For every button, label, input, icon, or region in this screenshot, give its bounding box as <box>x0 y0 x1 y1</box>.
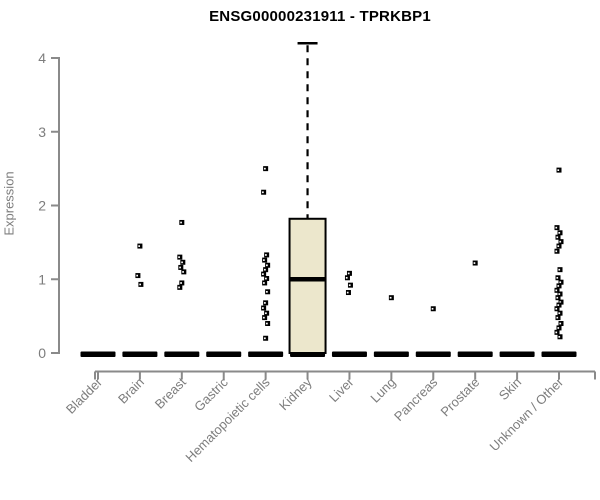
y-tick-label: 1 <box>38 271 46 287</box>
data-point-center <box>262 307 264 309</box>
data-point-center <box>264 268 266 271</box>
x-tick-label-bladder: Bladder <box>63 374 106 417</box>
zero-points-bar <box>373 351 409 357</box>
data-point-center <box>182 271 184 273</box>
data-point-center <box>558 231 561 234</box>
data-point-center <box>389 296 392 299</box>
x-tick-label-breast: Breast <box>152 374 189 411</box>
data-point-center <box>558 335 561 338</box>
zero-points-bar <box>164 351 200 357</box>
x-tick-label-lung: Lung <box>367 375 398 406</box>
zero-points-bar <box>331 351 367 357</box>
data-point-center <box>262 191 264 194</box>
data-point-center <box>559 322 562 325</box>
data-point-center <box>431 307 434 310</box>
data-point-center <box>555 289 558 292</box>
zero-points-bar <box>248 351 284 357</box>
data-point-center <box>263 259 265 261</box>
zero-points-bar <box>415 351 451 357</box>
data-point-center <box>557 327 560 329</box>
data-point-center <box>558 293 561 295</box>
data-point-center <box>555 307 558 310</box>
zero-points-bar <box>499 351 535 357</box>
data-point-center <box>178 286 180 289</box>
data-point-center <box>556 316 559 319</box>
data-point-center <box>263 282 265 284</box>
x-tick-label-pancreas: Pancreas <box>391 374 441 424</box>
x-tick-label-liver: Liver <box>326 374 357 405</box>
y-tick-label: 0 <box>38 345 46 361</box>
data-point-center <box>558 268 561 271</box>
data-point-center <box>180 282 182 284</box>
data-point-center <box>557 245 560 247</box>
data-point-center <box>266 322 268 325</box>
zero-points-bar <box>457 351 493 357</box>
zero-points-bar <box>122 351 158 357</box>
data-point-center <box>264 337 266 340</box>
data-point-center <box>266 264 268 267</box>
data-point-center <box>138 245 141 247</box>
data-point-center <box>557 304 560 306</box>
x-tick-label-kidney: Kidney <box>276 374 315 413</box>
data-point-center <box>266 290 268 293</box>
box-kidney <box>288 42 327 354</box>
data-point-center <box>263 316 265 319</box>
data-point-center <box>556 296 559 299</box>
data-point-center <box>265 254 267 256</box>
data-point-center <box>557 285 560 287</box>
data-point-center <box>136 274 139 277</box>
zero-points-bar <box>80 351 116 357</box>
data-point-center <box>557 169 560 171</box>
zero-points-bar <box>206 351 242 357</box>
y-tick-label: 4 <box>38 50 46 66</box>
data-point-center <box>558 312 561 315</box>
x-tick-label-gastric: Gastric <box>191 374 231 414</box>
y-tick-label: 3 <box>38 124 46 140</box>
data-point-center <box>559 301 562 304</box>
data-point-center <box>348 284 351 287</box>
x-tick-label-skin: Skin <box>496 375 524 403</box>
data-point-center <box>555 250 558 253</box>
data-point-center <box>178 256 180 259</box>
data-point-center <box>180 221 182 224</box>
box-rect <box>288 217 327 354</box>
data-point-center <box>181 261 183 264</box>
data-point-center <box>556 236 559 239</box>
y-tick-label: 2 <box>38 198 46 214</box>
data-point-center <box>179 266 181 269</box>
scatter-points <box>135 166 564 341</box>
data-point-center <box>139 283 142 286</box>
data-point-center <box>345 276 348 279</box>
data-point-center <box>556 276 559 279</box>
data-point-center <box>559 240 562 243</box>
zero-bars <box>80 351 577 357</box>
x-tick-label-prostate: Prostate <box>437 375 482 420</box>
zero-points-bar <box>541 351 577 357</box>
x-tick-label-brain: Brain <box>115 375 147 407</box>
y-axis: 0 1 2 3 4 <box>38 50 60 361</box>
chart-title: ENSG00000231911 - TPRKBP1 <box>209 8 431 25</box>
data-point-center <box>347 272 350 275</box>
data-point-center <box>264 167 266 170</box>
x-tick-label-unknown-other: Unknown / Other <box>487 374 567 454</box>
data-point-center <box>265 277 267 280</box>
data-point-center <box>559 281 562 284</box>
data-point-center <box>265 312 267 315</box>
data-point-center <box>346 291 349 294</box>
data-point-center <box>264 302 266 304</box>
data-point-center <box>555 226 558 229</box>
data-point-center <box>555 331 558 334</box>
data-point-center <box>262 273 264 275</box>
data-point-center <box>473 262 476 264</box>
